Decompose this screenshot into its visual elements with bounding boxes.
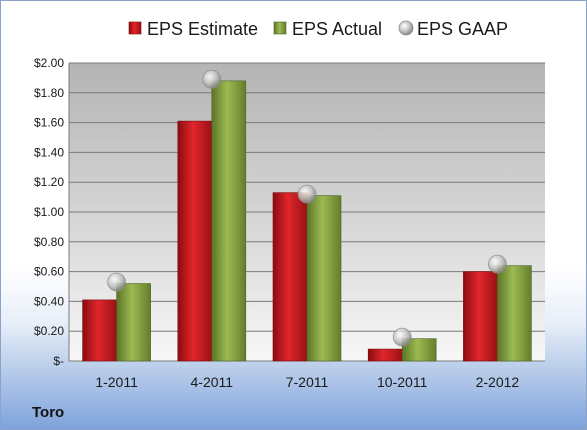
y-tick-label: $1.00 — [34, 205, 64, 219]
x-category-label: 4-2011 — [191, 374, 234, 390]
legend-eps-gaap-swatch — [398, 20, 414, 36]
bar-eps-actual — [497, 265, 532, 362]
bar-eps-estimate — [367, 348, 403, 362]
marker-eps-gaap — [487, 254, 507, 274]
marker-eps-gaap — [202, 69, 222, 89]
y-tick-label: $0.60 — [34, 265, 64, 279]
x-category-label: 2-2012 — [476, 374, 520, 390]
bar-eps-estimate — [177, 120, 213, 362]
y-tick-label: $1.60 — [34, 116, 64, 130]
bar-eps-estimate — [463, 271, 498, 362]
bar-eps-actual — [211, 80, 247, 362]
y-tick-label: $1.40 — [34, 145, 64, 159]
bar-eps-actual — [306, 195, 342, 362]
bar-eps-estimate — [272, 192, 308, 362]
x-category-label: 10-2011 — [377, 374, 428, 390]
bar-eps-actual — [116, 283, 151, 362]
legend-eps-actual-swatch — [273, 21, 287, 35]
y-tick-label: $0.20 — [34, 324, 64, 338]
y-tick-label: $1.80 — [34, 86, 64, 100]
x-category-label: 1-2011 — [95, 374, 138, 390]
y-tick-label: $1.20 — [34, 175, 64, 189]
marker-eps-gaap — [297, 184, 317, 204]
marker-eps-gaap — [107, 272, 126, 292]
y-tick-label: $0.40 — [34, 294, 64, 308]
bar-eps-estimate — [82, 299, 117, 362]
y-tick-label: $2.00 — [34, 56, 64, 70]
legend-eps-actual-label: EPS Actual — [292, 19, 382, 39]
legend-eps-estimate-label: EPS Estimate — [147, 19, 258, 39]
bar-eps-actual — [401, 338, 437, 362]
legend-eps-estimate-swatch — [128, 21, 142, 35]
company-label: Toro — [32, 404, 64, 421]
x-category-label: 7-2011 — [286, 374, 329, 390]
y-tick-label: $0.80 — [34, 235, 64, 249]
marker-eps-gaap — [392, 327, 412, 347]
y-tick-label: $- — [53, 354, 64, 368]
legend-eps-gaap-label: EPS GAAP — [417, 19, 508, 39]
